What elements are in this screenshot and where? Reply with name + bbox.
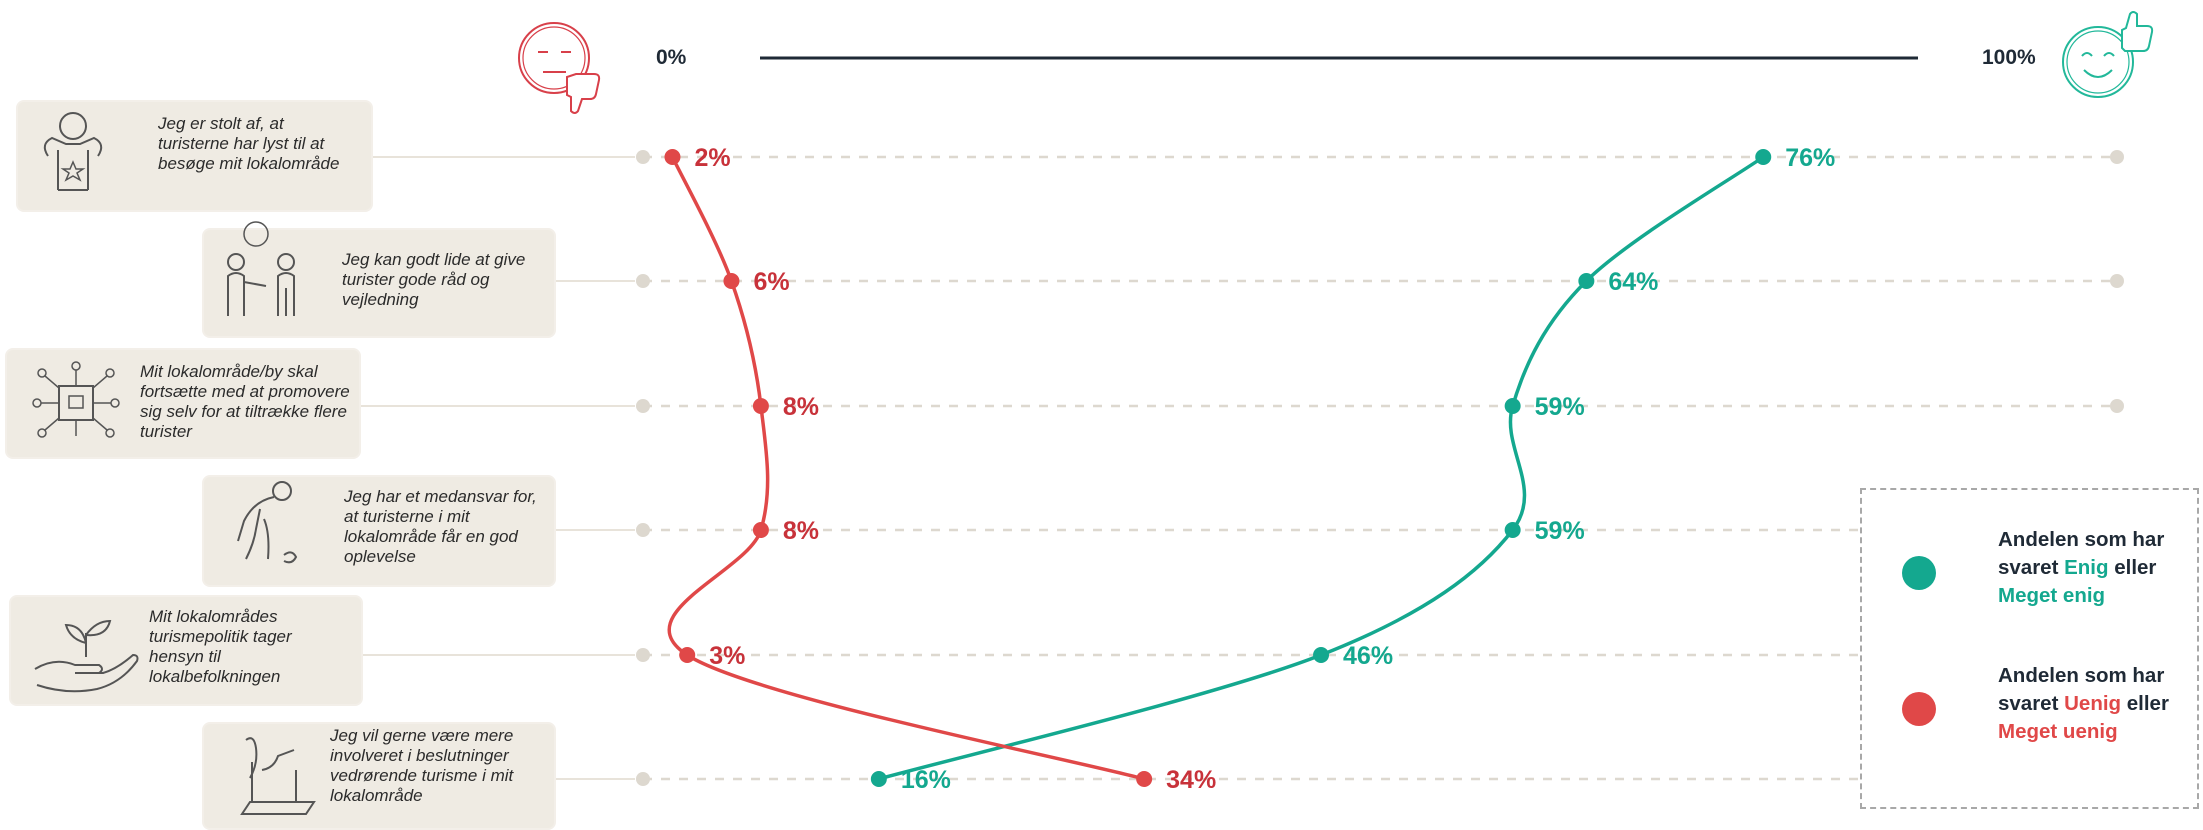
row-start-dot-5 (636, 648, 650, 662)
legend-disagree-highlight: Uenig (2064, 692, 2122, 715)
statement-text-6: Jeg vil gerne være mere involveret i bes… (330, 726, 514, 805)
legend-dot-disagree (1902, 692, 1936, 726)
data-point-agree-5 (1313, 647, 1330, 663)
statement-card-6: Jeg vil gerne være mere involveret i bes… (204, 724, 554, 828)
data-label-agree-6: 16% (901, 766, 951, 794)
legend-agree-suffix: eller (2108, 556, 2157, 579)
statement-card-4: Jeg har et medansvar for, at turisterne … (204, 477, 554, 585)
legend-dot-agree (1902, 556, 1936, 590)
statement-text-3: Mit lokalområde/by skal fortsætte med at… (140, 362, 350, 441)
two-people-advice-icon (227, 221, 295, 316)
scale-max-label: 100% (1982, 46, 2036, 69)
row-end-dot-1 (2110, 150, 2124, 164)
data-label-agree-4: 59% (1535, 517, 1585, 545)
data-label-agree-3: 59% (1535, 393, 1585, 421)
data-point-disagree-2 (723, 273, 740, 289)
data-label-disagree-5: 3% (709, 642, 745, 670)
series-line-agree (878, 155, 1765, 781)
statement-card-3: Mit lokalområde/by skal fortsætte med at… (7, 350, 359, 457)
row-start-dot-1 (636, 150, 650, 164)
legend-disagree-suffix: eller (2121, 692, 2169, 715)
row-start-dot-4 (636, 523, 650, 537)
statement-card-2: Jeg kan godt lide at give turister gode … (204, 221, 554, 336)
data-point-agree-2 (1578, 273, 1595, 289)
legend-disagree-line3: Meget uenig (1998, 720, 2118, 743)
data-point-agree-6 (870, 771, 887, 787)
series-line-disagree (667, 156, 1145, 781)
row-start-dot-2 (636, 274, 650, 288)
data-point-agree-3 (1504, 398, 1521, 414)
row-end-dot-3 (2110, 399, 2124, 413)
scale-min-label: 0% (656, 46, 687, 69)
legend-item-disagree: Andelen som har svaret Uenig eller Meget… (1902, 662, 2192, 752)
proud-person-star-icon (43, 112, 103, 191)
network-promotion-icon (32, 361, 120, 438)
legend-agree-line3: Meget enig (1998, 584, 2106, 607)
person-picking-up-icon (237, 481, 298, 564)
legend-item-agree: Andelen som har svaret Enig eller Meget … (1902, 526, 2192, 616)
hand-plant-icon (34, 619, 139, 693)
row-start-dot-6 (636, 772, 650, 786)
sad-face-thumbs-down-icon (518, 22, 601, 114)
statement-card-1: Jeg er stolt af, at turisterne har lyst … (18, 102, 371, 210)
statement-text-1: Jeg er stolt af, at turisterne har lyst … (158, 114, 340, 173)
row-start-dot-3 (636, 399, 650, 413)
legend-disagree-line1: Andelen som har (1998, 664, 2165, 687)
row-end-dot-2 (2110, 274, 2124, 288)
data-label-disagree-1: 2% (694, 144, 730, 172)
legend-agree-highlight: Enig (2064, 556, 2109, 579)
statement-text-5: Mit lokalområdes turismepolitik tager he… (149, 607, 292, 686)
data-point-disagree-6 (1136, 771, 1153, 787)
smiley-face-thumbs-up-icon (2062, 11, 2154, 98)
ballot-box-icon (240, 737, 316, 815)
legend: Andelen som har svaret Enig eller Meget … (1860, 488, 2199, 809)
data-label-agree-5: 46% (1343, 642, 1393, 670)
data-point-agree-1 (1755, 149, 1772, 165)
statement-text-2: Jeg kan godt lide at give turister gode … (342, 250, 526, 309)
data-label-disagree-2: 6% (753, 268, 789, 296)
data-point-disagree-1 (664, 149, 681, 165)
data-point-disagree-4 (752, 522, 769, 538)
data-point-agree-4 (1504, 522, 1521, 538)
statement-card-5: Mit lokalområdes turismepolitik tager he… (11, 597, 361, 704)
statement-text-4: Jeg har et medansvar for, at turisterne … (344, 487, 537, 566)
data-label-disagree-4: 8% (783, 517, 819, 545)
legend-agree-prefix: svaret (1998, 556, 2065, 579)
data-point-disagree-5 (679, 647, 696, 663)
data-point-disagree-3 (752, 398, 769, 414)
data-label-agree-2: 64% (1608, 268, 1658, 296)
data-label-disagree-3: 8% (783, 393, 819, 421)
data-label-agree-1: 76% (1785, 144, 1835, 172)
legend-disagree-prefix: svaret (1998, 692, 2065, 715)
legend-agree-line1: Andelen som har (1998, 528, 2165, 551)
data-label-disagree-6: 34% (1166, 766, 1216, 794)
